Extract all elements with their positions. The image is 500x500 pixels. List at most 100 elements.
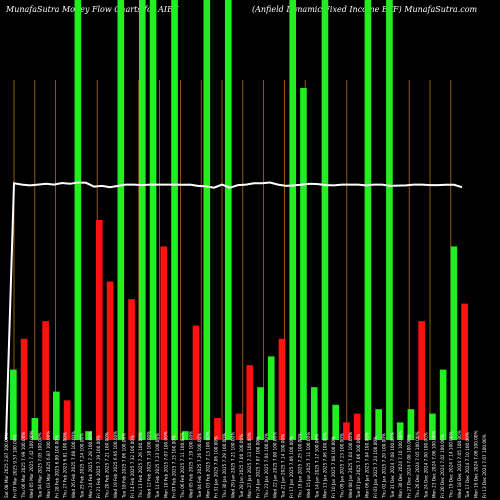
x-tick-label: Tue 04 Feb 2025 7.26 100.00% [197, 433, 202, 499]
x-tick-label: Mon 30 Dec 2024 7.10 100.00% [398, 430, 403, 498]
x-tick-label: Tue 11 Feb 2025 7.23 100.00% [155, 433, 160, 499]
bar-down [20, 338, 28, 440]
bar-up [224, 0, 232, 440]
bar-down [128, 299, 135, 440]
bar-up [149, 0, 157, 440]
x-tick-label: Fri 21 Feb 2025 7.19 100.00% [96, 435, 101, 498]
x-tick-label: Wed 22 Jan 2025 7.00 100.00% [272, 432, 277, 498]
bar-up [386, 0, 393, 440]
x-tick-label: Tue 31 Dec 2024 7.08 100.00% [390, 432, 395, 499]
x-tick-label: Thu 20 Feb 2025 7.21 100.00% [105, 432, 110, 499]
x-tick-label: Tue 25 Feb 2025 7.24 100.00% [80, 433, 85, 499]
bar-up [364, 0, 372, 440]
bar-up [396, 422, 404, 440]
x-tick-label: Wed 18 Dec 2024 7.05 100.00% [457, 430, 462, 498]
x-tick-label: Mon 03 Mar 2025 6.87 100.00% [46, 431, 51, 498]
x-tick-label: Fri 24 Jan 2025 7.07 100.00% [256, 436, 261, 498]
x-tick-label: Mon 13 Jan 2025 7.06 100.00% [323, 432, 328, 498]
bar-up [310, 387, 318, 440]
bar-up [450, 246, 458, 440]
x-tick-label: Wed 29 Jan 2025 7.21 100.00% [230, 432, 235, 498]
x-tick-label: Fri 13 Dec 2024 7.07 100.00% [482, 434, 487, 498]
x-tick-label: Tue 14 Jan 2025 7.17 100.00% [314, 434, 319, 499]
x-tick-label: Tue 04 Mar 2025 7.05 100.00% [38, 432, 43, 499]
bar-down [95, 220, 103, 440]
bar-down [214, 418, 221, 440]
x-tick-label: Fri 03 Jan 2025 7.24 100.00% [373, 436, 378, 498]
bar-up [257, 387, 264, 440]
x-tick-label: Wed 15 Jan 2025 7.11 100.00% [306, 432, 311, 498]
bar-down [235, 413, 243, 440]
bar-down [160, 246, 168, 440]
x-tick-label: Thu 30 Jan 2025 7.29 100.00% [222, 433, 227, 499]
bar-up [31, 418, 39, 440]
bar-up [321, 0, 329, 440]
bar-up [267, 356, 275, 440]
x-tick-label: Wed 05 Mar 2025 7.42 100.00% [29, 430, 34, 498]
x-tick-label: Fri 17 Jan 2025 7.06 100.00% [289, 436, 294, 498]
bar-down [63, 400, 71, 440]
x-tick-label: Mon 24 Feb 2025 7.28 100.00% [88, 431, 93, 498]
x-tick-label: Fri 27 Dec 2024 7.08 100.00% [407, 434, 412, 498]
x-tick-label: Mon 03 Feb 2025 7.13 100.00% [205, 431, 210, 498]
x-tick-label: Tue 28 Jan 2025 7.00 100.00% [239, 434, 244, 499]
bar-down [42, 321, 49, 440]
x-tick-label: Tue 07 Jan 2025 7.06 100.00% [356, 434, 361, 499]
chart-subtitle: (Anfield Dynamic Fixed Income ETF) Munaf… [252, 5, 478, 14]
bars [10, 0, 468, 440]
bar-up [138, 0, 146, 440]
bar-up [117, 0, 125, 440]
bar-up [74, 0, 82, 440]
bar-up [203, 0, 211, 440]
x-tick-labels: Sat 08 Mar 2025 2.87 100.00% Fri 07 Mar 2… [4, 430, 487, 499]
x-tick-label: Thu 23 Jan 2025 7.04 100.00% [264, 433, 269, 499]
x-tick-label: Fri 31 Jan 2025 7.06 100.00% [214, 436, 219, 498]
x-tick-label: Wed 19 Feb 2025 6.95 100.00% [113, 431, 118, 498]
x-tick-label: Wed 05 Feb 2025 7.19 100.00% [189, 431, 194, 498]
bar-down [192, 325, 200, 440]
bar-down [353, 413, 361, 440]
x-tick-label: Fri 07 Mar 2025 9.57 100.00% [12, 434, 17, 498]
bar-up [171, 0, 178, 440]
x-tick-label: Sat 08 Mar 2025 2.87 100.00% [4, 433, 9, 498]
x-tick-label: Wed 08 Jan 2025 7.04 100.00% [348, 432, 353, 498]
x-tick-label: Wed 12 Feb 2025 7.18 100.00% [147, 431, 152, 498]
bar-up [85, 431, 92, 440]
x-tick-label: Mon 10 Feb 2025 7.07 100.00% [163, 431, 168, 498]
x-tick-label: Thu 13 Feb 2025 7.26 100.00% [138, 432, 143, 499]
bar-down [278, 338, 286, 440]
bar-down [343, 422, 350, 440]
bar-down [418, 321, 425, 440]
x-tick-label: Thu 09 Jan 2025 7.13 100.00% [339, 433, 344, 499]
x-tick-label: Thu 06 Mar 2025 7.99 100.00% [21, 432, 26, 499]
x-tick-label: Thu 06 Feb 2025 7.11 100.00% [180, 432, 185, 499]
x-tick-label: Tue 21 Jan 2025 7.14 100.00% [281, 434, 286, 499]
bar-up [181, 431, 189, 440]
bar-up [429, 413, 436, 440]
x-tick-label: Mon 23 Dec 2024 7.06 100.00% [432, 430, 437, 498]
bar-up [375, 409, 382, 440]
x-tick-label: Tue 18 Feb 2025 7.06 100.00% [121, 433, 126, 499]
bar-down [106, 281, 114, 440]
bar-up [10, 369, 17, 440]
bar-up [407, 409, 415, 440]
x-tick-label: Fri 14 Feb 2025 7.32 100.00% [130, 435, 135, 498]
x-tick-label: Fri 07 Feb 2025 7.15 100.00% [172, 435, 177, 498]
x-tick-label: Fri 10 Jan 2025 7.08 100.00% [331, 436, 336, 498]
x-tick-label: Wed 26 Feb 2025 7.08 100.00% [71, 431, 76, 498]
x-tick-label: Fri 28 Feb 2025 6.99 100.00% [54, 435, 59, 498]
x-tick-label: Thu 26 Dec 2024 7.05 100.00% [415, 431, 420, 499]
bar-up [300, 88, 307, 440]
x-tick-label: Thu 19 Dec 2024 7.14 100.00% [449, 431, 454, 499]
x-tick-label: Thu 27 Feb 2025 6.81 100.00% [63, 432, 68, 499]
bar-up [289, 0, 297, 440]
x-tick-label: Mon 27 Jan 2025 7.13 100.00% [247, 432, 252, 498]
chart-title: MunafaSutra Money Flow Charts for AIEF [6, 5, 179, 14]
x-tick-label: Thu 16 Jan 2025 7.25 100.00% [298, 433, 303, 499]
x-tick-label: Mon 16 Dec 2024 7.06 100.00% [474, 430, 479, 498]
price-line [5, 181, 463, 441]
x-tick-label: Mon 06 Jan 2025 7.04 100.00% [365, 432, 370, 498]
x-tick-label: Tue 24 Dec 2024 7.00 100.00% [423, 432, 428, 499]
x-tick-label: Thu 02 Jan 2025 7.20 100.00% [381, 433, 386, 499]
